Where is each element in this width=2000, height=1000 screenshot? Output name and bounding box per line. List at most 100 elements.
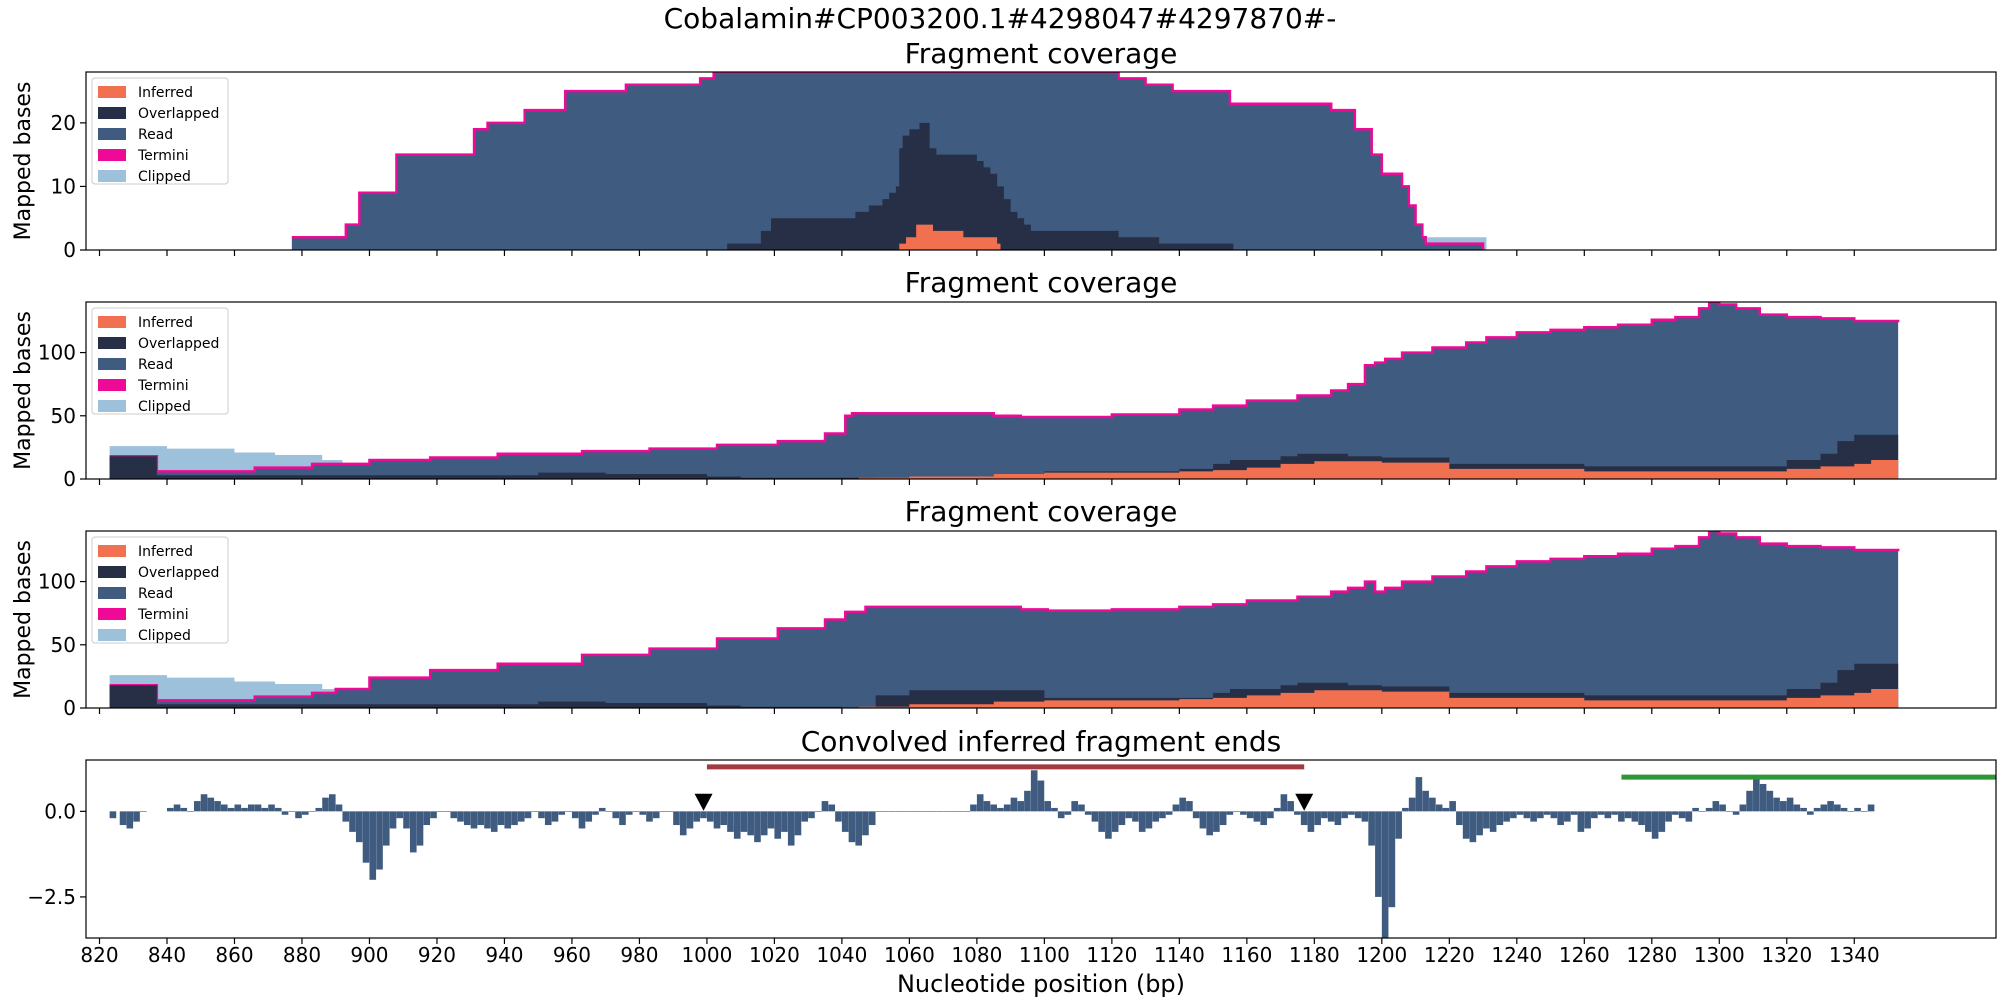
signal-bar [511,811,518,826]
y-tick-label: 0 [63,238,76,262]
signal-bar [1739,804,1747,812]
signal-bar [457,811,464,822]
legend-swatch [98,400,126,412]
legend-swatch [98,86,126,98]
signal-bar [1294,811,1301,815]
signal-bar [1732,811,1740,815]
signal-bar [335,804,343,812]
signal-bar [882,811,890,812]
panel-1: Fragment coverage 0 10 20 Mapped bases Inferr… [11,37,1997,262]
signal-bar [220,804,228,812]
signal-bar [477,811,485,826]
signal-bar [592,811,599,815]
signal-bar [1091,811,1099,822]
signal-bar [1307,811,1315,832]
signal-bar [1854,807,1861,812]
signal-bar [1699,811,1706,812]
signal-bar [1152,811,1159,822]
signal-bar [1334,811,1342,826]
signal-bar [1604,811,1612,819]
signal-bar [1435,804,1443,812]
signal-bar [1206,811,1213,836]
signal-bar [679,811,687,836]
signal-bar [416,811,424,846]
x-tick-label: 1200 [1356,943,1407,967]
signal-bar [1631,811,1639,822]
x-tick-label: 900 [350,943,388,967]
legend-label: Clipped [138,169,191,185]
termini-line [291,72,1485,250]
signal-bar [193,801,201,812]
signal-bar [1030,770,1038,812]
signal-bar [1159,811,1166,819]
signal-bar [1125,811,1132,819]
signal-bar [1361,811,1369,822]
signal-bar [139,811,147,812]
signal-bar [1368,811,1375,846]
signal-bar [517,811,525,822]
legend-swatch [98,107,126,119]
signal-bar [1456,811,1463,826]
figure-title: Cobalamin#CP003200.1#4298047#4297870#- [664,2,1337,35]
panel-title: Convolved inferred fragment ends [801,725,1282,758]
signal-bar [1624,811,1632,819]
signal-bar [781,811,788,832]
signal-bar [666,811,674,812]
signal-bar [369,811,377,880]
x-tick-label: 1320 [1761,943,1812,967]
signal-bar [1354,811,1362,819]
x-axis: 820 840 860 880 900 920 940 960 980 1000 1020 1040 1… [80,943,1879,967]
signal-bar [1010,797,1018,812]
signal-bar [504,811,512,829]
legend: Inferred Overlapped Read Termini Clipped [91,307,229,415]
signal-bar [1712,801,1720,812]
signal-bar [1692,807,1699,812]
signal-bar [1523,811,1531,819]
legend-label: Inferred [138,544,193,560]
signal-bar [1314,811,1321,826]
signal-bar [490,811,498,832]
signal-bar [1557,811,1564,826]
x-tick-label: 1160 [1221,943,1272,967]
signal-bar [403,811,410,829]
y-tick-label: 20 [51,111,76,135]
signal-bar [646,811,653,822]
signal-bar [1078,804,1085,812]
signal-bar [828,804,836,812]
signal-bar [109,811,117,819]
signal-bar [180,807,188,812]
signal-bar [997,807,1004,812]
signal-bar [409,811,417,853]
signal-bar [1510,811,1517,819]
signal-bar [1111,811,1119,832]
signal-bar [531,811,539,812]
signal-bar [1402,807,1409,812]
signal-bar [673,811,680,826]
signal-bar [1219,811,1227,826]
signal-bar [578,811,586,829]
signal-bar [1165,811,1173,815]
signal-bar [1199,811,1207,829]
legend-label: Inferred [138,85,193,101]
inferred-area [858,457,1899,479]
signal-bar [1665,811,1672,822]
x-tick-label: 1260 [1559,943,1610,967]
signal-bar [322,797,329,812]
signal-bar [895,811,903,812]
signal-bar [605,811,613,812]
signal-bar [1429,797,1436,812]
overlapped-area [727,122,1234,250]
signal-bar [187,811,194,812]
signal-bar [1807,811,1814,815]
y-tick-label: 50 [51,404,76,428]
inferred-area [858,686,1899,708]
signal-bar [1786,797,1794,812]
legend-swatch [98,608,126,620]
x-tick-label: 1080 [951,943,1002,967]
signal-bar [956,811,964,812]
signal-bar [342,811,350,822]
signal-bar [1570,811,1578,815]
signal-bar [1138,811,1146,832]
signal-bar [713,811,721,829]
